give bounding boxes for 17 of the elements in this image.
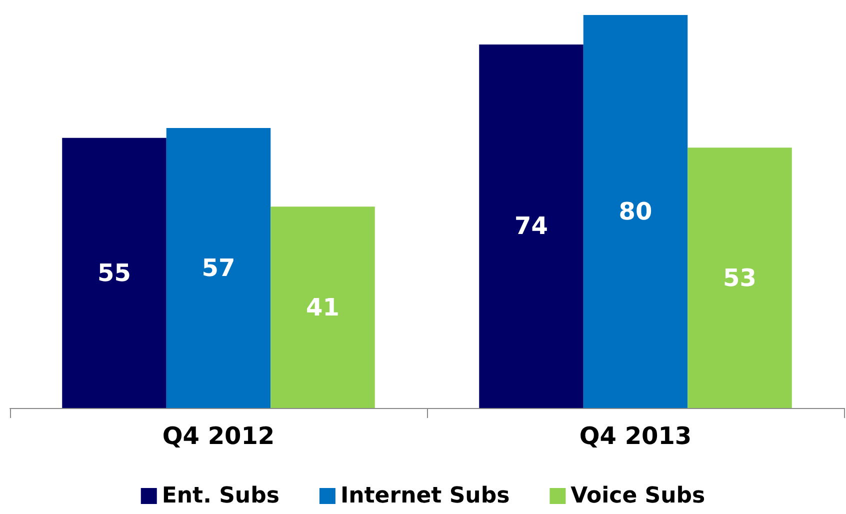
bar bbox=[62, 138, 166, 408]
legend-label: Internet Subs bbox=[340, 484, 510, 508]
bar bbox=[270, 206, 375, 408]
data-label: 80 bbox=[618, 198, 652, 226]
legend-label: Voice Subs bbox=[570, 484, 706, 508]
x-tick-label: Q4 2013 bbox=[579, 422, 692, 450]
data-label: 41 bbox=[306, 293, 340, 322]
data-label: 74 bbox=[514, 212, 548, 240]
bar bbox=[688, 148, 792, 408]
bar bbox=[166, 128, 271, 408]
x-tick-label: Q4 2012 bbox=[162, 422, 275, 450]
bar bbox=[583, 15, 688, 408]
bar bbox=[479, 44, 584, 408]
legend-label: Ent. Subs bbox=[162, 484, 280, 508]
data-label: 55 bbox=[98, 258, 131, 287]
data-label: 57 bbox=[202, 254, 236, 282]
data-label: 53 bbox=[723, 264, 756, 292]
